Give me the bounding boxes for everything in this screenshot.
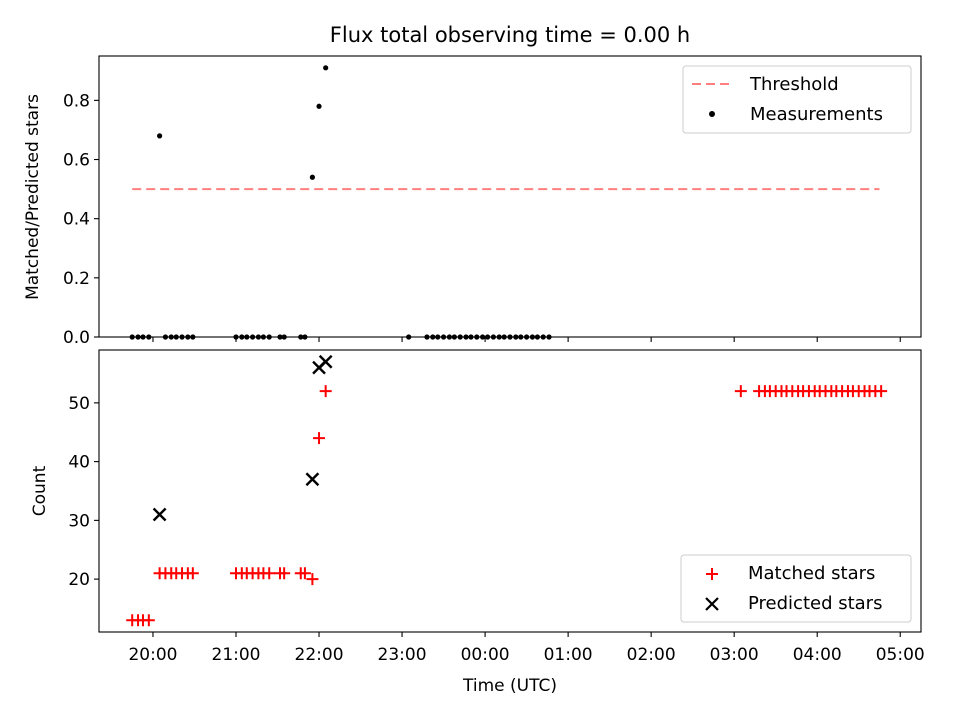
bottom-xlabel: Time (UTC) — [462, 676, 557, 696]
matched-star-point — [875, 385, 888, 398]
bottom-legend-box — [680, 554, 912, 623]
legend-threshold-label: Threshold — [749, 74, 839, 95]
top-legend: Threshold Measurements — [682, 65, 912, 134]
top-legend-box — [682, 65, 912, 134]
matched-star-point — [306, 573, 319, 586]
predicted-star-stroke — [152, 507, 167, 522]
top-ytick-label: 0.8 — [63, 91, 90, 111]
bottom-xtick-label: 02:00 — [627, 645, 676, 665]
top-ytick-label: 0.0 — [63, 328, 90, 348]
top-panel: 0.00.20.40.60.8 Matched/Predicted stars … — [23, 55, 922, 348]
predicted-star-point — [152, 507, 167, 522]
legend-matched-label: Matched stars — [748, 563, 875, 584]
matched-star-point — [263, 567, 276, 580]
bottom-xtick-label: 22:00 — [295, 645, 344, 665]
bottom-panel: 20 30 40 50 20:00 21:00 22:00 23:00 00:00 01:00 02… — [30, 349, 925, 696]
top-ytick-label: 0.4 — [63, 210, 90, 230]
predicted-star-stroke — [318, 354, 333, 369]
bottom-plot-frame — [98, 349, 922, 633]
bottom-ytick-label: 20 — [68, 570, 90, 590]
bottom-xtick-label: 01:00 — [544, 645, 593, 665]
top-plot-frame — [98, 55, 922, 338]
legend-measurements-swatch — [709, 111, 715, 117]
legend-predicted-label: Predicted stars — [748, 593, 882, 614]
legend-measurements-label: Measurements — [750, 104, 883, 125]
bottom-xtick-label: 21:00 — [212, 645, 261, 665]
bottom-ylabel: Count — [30, 465, 50, 516]
bottom-xtick-label: 05:00 — [876, 645, 925, 665]
matched-star-point — [734, 385, 747, 398]
bottom-xtick-label: 23:00 — [378, 645, 427, 665]
legend-predicted-swatch — [705, 597, 719, 611]
predicted-star-stroke — [305, 472, 320, 487]
bottom-legend: Matched stars Predicted stars — [680, 554, 912, 623]
measurement-point — [309, 174, 315, 180]
bottom-ytick-label: 50 — [68, 394, 90, 414]
matched-star-point — [278, 567, 291, 580]
predicted-star-point — [305, 472, 320, 487]
bottom-ytick-label: 40 — [68, 453, 90, 473]
top-ylabel: Matched/Predicted stars — [23, 94, 43, 300]
matched-star-point — [319, 385, 332, 398]
bottom-xtick-label: 04:00 — [793, 645, 842, 665]
predicted-star-point — [318, 354, 333, 369]
bottom-ytick-label: 30 — [68, 511, 90, 531]
matched-star-point — [313, 432, 326, 445]
matched-star-point — [298, 567, 311, 580]
matched-star-point — [186, 567, 199, 580]
measurement-point — [323, 65, 329, 71]
measurement-point — [157, 133, 163, 139]
bottom-xtick-label: 03:00 — [710, 645, 759, 665]
bottom-xtick-label: 00:00 — [461, 645, 510, 665]
bottom-xtick-label: 20:00 — [128, 645, 177, 665]
top-ytick-label: 0.6 — [63, 151, 90, 171]
legend-matched-swatch — [706, 568, 718, 580]
top-ytick-label: 0.2 — [63, 269, 90, 289]
matched-star-point — [142, 614, 155, 627]
measurement-point — [316, 103, 322, 109]
chart-title: Flux total observing time = 0.00 h — [330, 23, 690, 47]
